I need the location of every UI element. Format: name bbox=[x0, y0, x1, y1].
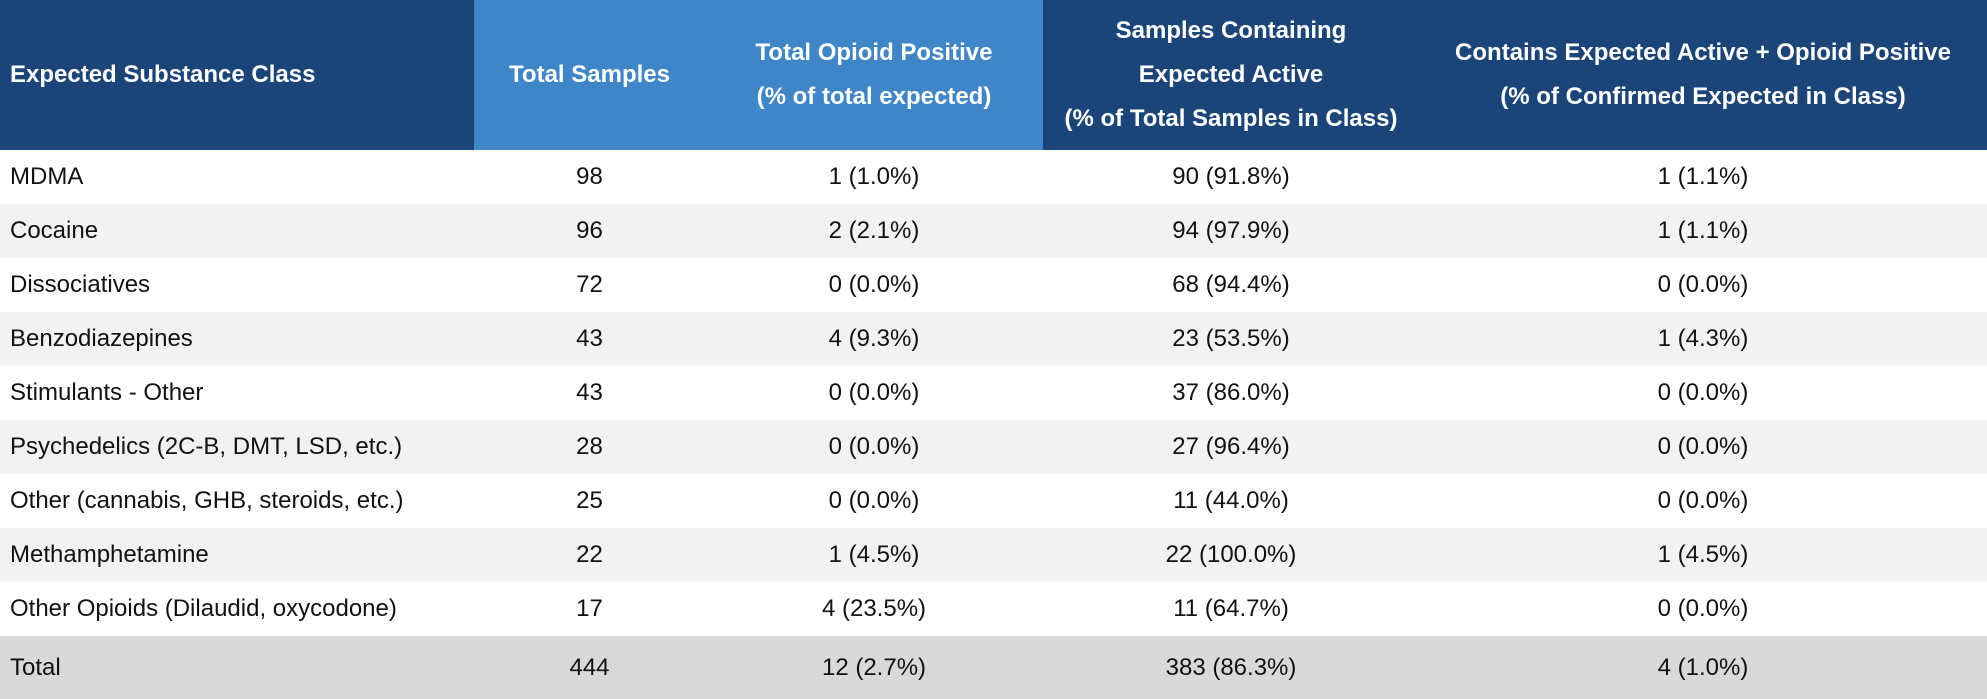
table-cell: 0 (0.0%) bbox=[705, 474, 1043, 528]
table-cell: 22 bbox=[474, 528, 705, 582]
table-cell: Dissociatives bbox=[0, 258, 474, 312]
header-line: (% of total expected) bbox=[756, 83, 992, 110]
table-cell: 1 (1.1%) bbox=[1419, 204, 1987, 258]
table-cell: 72 bbox=[474, 258, 705, 312]
table-body: MDMA 98 1 (1.0%) 90 (91.8%) 1 (1.1%) Cocaine 9… bbox=[0, 150, 1987, 699]
table-cell: 0 (0.0%) bbox=[705, 366, 1043, 420]
total-cell: 444 bbox=[474, 636, 705, 699]
header-cell: Total Opioid Positive (% of total expecte… bbox=[705, 0, 1043, 150]
table-cell: 0 (0.0%) bbox=[705, 420, 1043, 474]
table-cell: 4 (9.3%) bbox=[705, 312, 1043, 366]
table-cell: 17 bbox=[474, 582, 705, 636]
table-cell: 94 (97.9%) bbox=[1043, 204, 1419, 258]
table-cell: 0 (0.0%) bbox=[1419, 420, 1987, 474]
table-cell: 68 (94.4%) bbox=[1043, 258, 1419, 312]
total-cell: 383 (86.3%) bbox=[1043, 636, 1419, 699]
table-cell: Methamphetamine bbox=[0, 528, 474, 582]
table-row: Methamphetamine 22 1 (4.5%) 22 (100.0%) 1 (4… bbox=[0, 528, 1987, 582]
header-cell: Samples Containing Expected Active (% of T… bbox=[1043, 0, 1419, 150]
table-cell: 1 (1.1%) bbox=[1419, 150, 1987, 204]
table-row: Cocaine 96 2 (2.1%) 94 (97.9%) 1 (1.1%) bbox=[0, 204, 1987, 258]
total-cell: 12 (2.7%) bbox=[705, 636, 1043, 699]
total-row: Total 444 12 (2.7%) 383 (86.3%) 4 (1.0%) bbox=[0, 636, 1987, 699]
table-cell: 0 (0.0%) bbox=[705, 258, 1043, 312]
table-cell: 28 bbox=[474, 420, 705, 474]
table-cell: 0 (0.0%) bbox=[1419, 258, 1987, 312]
table-cell: Other (cannabis, GHB, steroids, etc.) bbox=[0, 474, 474, 528]
table-cell: 4 (23.5%) bbox=[705, 582, 1043, 636]
table-cell: 11 (44.0%) bbox=[1043, 474, 1419, 528]
table-row: Other (cannabis, GHB, steroids, etc.) 25 0… bbox=[0, 474, 1987, 528]
table-cell: Psychedelics (2C-B, DMT, LSD, etc.) bbox=[0, 420, 474, 474]
header-line: Contains Expected Active + Opioid Positi… bbox=[1455, 39, 1951, 66]
header-line: (% of Confirmed Expected in Class) bbox=[1500, 83, 1906, 110]
table-cell: 0 (0.0%) bbox=[1419, 366, 1987, 420]
header-cell: Contains Expected Active + Opioid Positi… bbox=[1419, 0, 1987, 150]
header-line: Total Samples bbox=[509, 61, 670, 88]
table-cell: 43 bbox=[474, 312, 705, 366]
table-cell: 98 bbox=[474, 150, 705, 204]
table-row: Stimulants - Other 43 0 (0.0%) 37 (86.0%) 0 … bbox=[0, 366, 1987, 420]
table-cell: 27 (96.4%) bbox=[1043, 420, 1419, 474]
table-cell: 96 bbox=[474, 204, 705, 258]
table-cell: Cocaine bbox=[0, 204, 474, 258]
table-cell: 1 (4.5%) bbox=[705, 528, 1043, 582]
header-line: Expected Substance Class bbox=[10, 61, 316, 88]
table-cell: 37 (86.0%) bbox=[1043, 366, 1419, 420]
table-cell: 2 (2.1%) bbox=[705, 204, 1043, 258]
total-cell: Total bbox=[0, 636, 474, 699]
table-cell: MDMA bbox=[0, 150, 474, 204]
table-cell: 0 (0.0%) bbox=[1419, 582, 1987, 636]
table-row: Dissociatives 72 0 (0.0%) 68 (94.4%) 0 (0.0%… bbox=[0, 258, 1987, 312]
header-line: Expected Active bbox=[1138, 61, 1324, 88]
header-cell: Expected Substance Class bbox=[0, 0, 474, 150]
table-cell: 1 (4.5%) bbox=[1419, 528, 1987, 582]
table-row: Other Opioids (Dilaudid, oxycodone) 17 4 (… bbox=[0, 582, 1987, 636]
header-row: Expected Substance Class Total Samples Tot… bbox=[0, 0, 1987, 150]
table-cell: 0 (0.0%) bbox=[1419, 474, 1987, 528]
header-line: (% of Total Samples in Class) bbox=[1064, 105, 1398, 132]
table-cell: 25 bbox=[474, 474, 705, 528]
total-cell: 4 (1.0%) bbox=[1419, 636, 1987, 699]
header-line: Total Opioid Positive bbox=[755, 39, 993, 66]
table-header: Expected Substance Class Total Samples Tot… bbox=[0, 0, 1987, 150]
table-row: Benzodiazepines 43 4 (9.3%) 23 (53.5%) 1 (4.… bbox=[0, 312, 1987, 366]
table-cell: Other Opioids (Dilaudid, oxycodone) bbox=[0, 582, 474, 636]
table-cell: 22 (100.0%) bbox=[1043, 528, 1419, 582]
table-cell: 11 (64.7%) bbox=[1043, 582, 1419, 636]
table-cell: Stimulants - Other bbox=[0, 366, 474, 420]
table-cell: 23 (53.5%) bbox=[1043, 312, 1419, 366]
table-cell: 43 bbox=[474, 366, 705, 420]
table-cell: 90 (91.8%) bbox=[1043, 150, 1419, 204]
header-line: Samples Containing bbox=[1115, 17, 1347, 44]
table-cell: 1 (1.0%) bbox=[705, 150, 1043, 204]
table-cell: Benzodiazepines bbox=[0, 312, 474, 366]
header-cell: Total Samples bbox=[474, 0, 705, 150]
table-cell: 1 (4.3%) bbox=[1419, 312, 1987, 366]
table-row: Psychedelics (2C-B, DMT, LSD, etc.) 28 0 (… bbox=[0, 420, 1987, 474]
table-row: MDMA 98 1 (1.0%) 90 (91.8%) 1 (1.1%) bbox=[0, 150, 1987, 204]
